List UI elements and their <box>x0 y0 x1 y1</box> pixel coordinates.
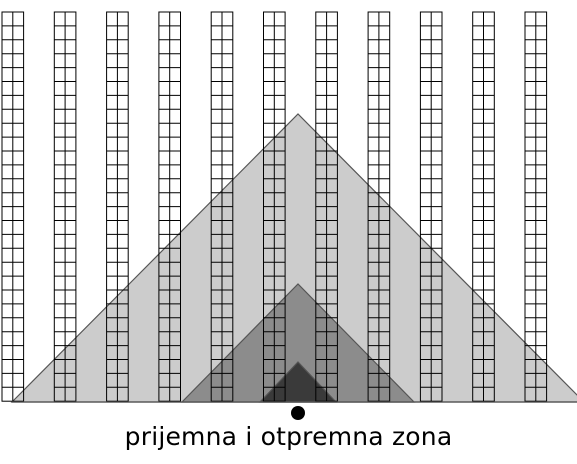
rack <box>158 11 181 402</box>
rack <box>315 11 338 402</box>
rack <box>53 11 77 402</box>
rack <box>106 11 129 402</box>
diagram-caption: prijemna i otpremna zona <box>124 422 453 451</box>
dock-point <box>291 406 305 420</box>
storage-racks <box>1 11 548 402</box>
rack <box>367 11 391 402</box>
rack <box>1 11 25 402</box>
zones <box>10 113 577 403</box>
rack <box>419 11 443 402</box>
rack <box>210 11 234 402</box>
rack <box>263 11 286 402</box>
rack <box>472 11 495 402</box>
rack <box>524 11 548 402</box>
